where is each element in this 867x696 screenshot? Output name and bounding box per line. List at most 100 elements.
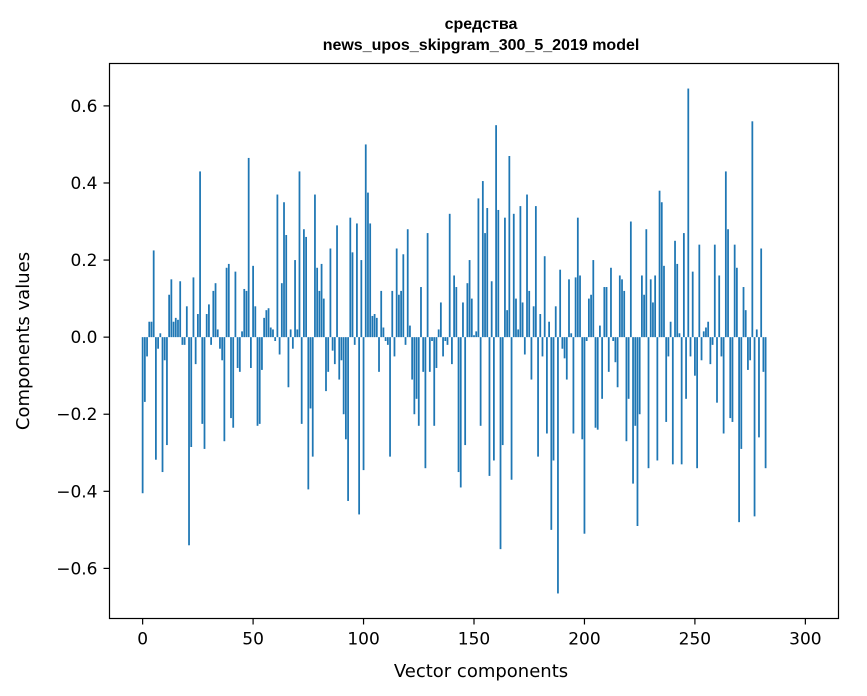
- bar-215: [616, 337, 619, 388]
- bar-115: [395, 248, 398, 338]
- bar-163: [501, 337, 504, 446]
- bar-194: [570, 333, 573, 338]
- bar-143: [457, 337, 460, 473]
- bar-280: [760, 248, 763, 338]
- bar-244: [680, 337, 683, 465]
- bar-175: [528, 290, 531, 338]
- bar-218: [623, 290, 626, 338]
- bar-122: [411, 337, 414, 380]
- bar-71: [298, 171, 301, 338]
- bar-85: [329, 248, 332, 338]
- bar-7: [157, 337, 159, 349]
- bar-274: [747, 337, 749, 370]
- bar-121: [409, 325, 411, 338]
- bar-105: [373, 314, 376, 338]
- bar-222: [632, 337, 634, 484]
- bar-32: [212, 290, 215, 338]
- bar-166: [508, 156, 511, 338]
- bar-237: [665, 337, 668, 422]
- bar-148: [468, 260, 471, 338]
- bar-211: [607, 337, 610, 372]
- bar-131: [431, 337, 433, 341]
- bar-16: [177, 319, 179, 338]
- bar-142: [455, 287, 458, 338]
- bar-223: [634, 337, 637, 426]
- y-tick-label: 0.4: [70, 174, 97, 194]
- bar-63: [280, 283, 283, 338]
- bar-133: [435, 337, 438, 368]
- bar-75: [307, 337, 310, 490]
- bar-189: [559, 269, 562, 338]
- bar-4: [150, 321, 153, 338]
- bar-199: [581, 337, 584, 440]
- bar-271: [740, 337, 743, 449]
- bar-252: [698, 244, 701, 338]
- bar-193: [568, 279, 570, 338]
- bar-62: [278, 337, 281, 355]
- bar-272: [742, 287, 745, 338]
- bar-49: [250, 337, 252, 368]
- bar-257: [709, 337, 712, 365]
- bar-30: [208, 304, 210, 338]
- x-tick-label: 50: [242, 630, 264, 650]
- bar-108: [380, 290, 383, 338]
- bar-70: [296, 329, 299, 338]
- bar-181: [541, 337, 544, 357]
- bar-208: [601, 337, 604, 399]
- bar-130: [428, 337, 431, 372]
- bar-102: [367, 192, 369, 338]
- bar-202: [587, 298, 590, 338]
- bar-89: [338, 337, 341, 380]
- bar-2: [146, 337, 148, 357]
- bar-155: [484, 233, 486, 338]
- bar-249: [691, 271, 694, 338]
- y-tick-label: −0.2: [56, 405, 97, 425]
- bar-233: [656, 337, 659, 461]
- bar-251: [696, 337, 698, 469]
- bar-180: [539, 314, 542, 338]
- bar-178: [534, 206, 537, 338]
- bar-201: [585, 337, 588, 341]
- bar-149: [470, 298, 473, 338]
- bar-110: [384, 337, 387, 341]
- bar-235: [660, 202, 663, 338]
- bar-95: [351, 252, 354, 338]
- bar-224: [636, 337, 639, 526]
- bar-240: [671, 337, 674, 465]
- bar-231: [652, 302, 654, 338]
- bar-40: [230, 337, 232, 419]
- bar-277: [753, 337, 756, 517]
- bar-167: [510, 337, 513, 480]
- y-tick-label: 0.0: [70, 328, 97, 348]
- bar-243: [678, 333, 681, 338]
- bar-281: [762, 337, 765, 372]
- bar-84: [327, 337, 330, 372]
- bar-77: [311, 337, 314, 457]
- bar-212: [610, 267, 612, 338]
- bar-196: [574, 277, 577, 338]
- bar-76: [309, 337, 312, 409]
- x-tick-label: 100: [347, 630, 379, 650]
- bar-125: [417, 337, 420, 426]
- bar-93: [347, 337, 349, 501]
- bar-269: [736, 267, 738, 338]
- bar-83: [325, 337, 327, 392]
- bar-10: [163, 337, 166, 361]
- x-tick-label: 0: [137, 630, 148, 650]
- bar-46: [243, 288, 246, 338]
- bar-160: [495, 125, 497, 338]
- bar-103: [369, 223, 372, 338]
- y-tick-label: −0.6: [56, 559, 97, 579]
- bar-37: [223, 337, 226, 442]
- bar-139: [448, 213, 451, 338]
- bar-179: [537, 337, 539, 457]
- bar-186: [552, 337, 555, 461]
- bar-48: [247, 157, 250, 338]
- bar-182: [543, 256, 546, 338]
- bar-52: [256, 337, 259, 426]
- chart-title: средства: [445, 16, 518, 33]
- bar-129: [426, 233, 429, 338]
- bar-132: [433, 337, 436, 426]
- bar-79: [316, 267, 319, 338]
